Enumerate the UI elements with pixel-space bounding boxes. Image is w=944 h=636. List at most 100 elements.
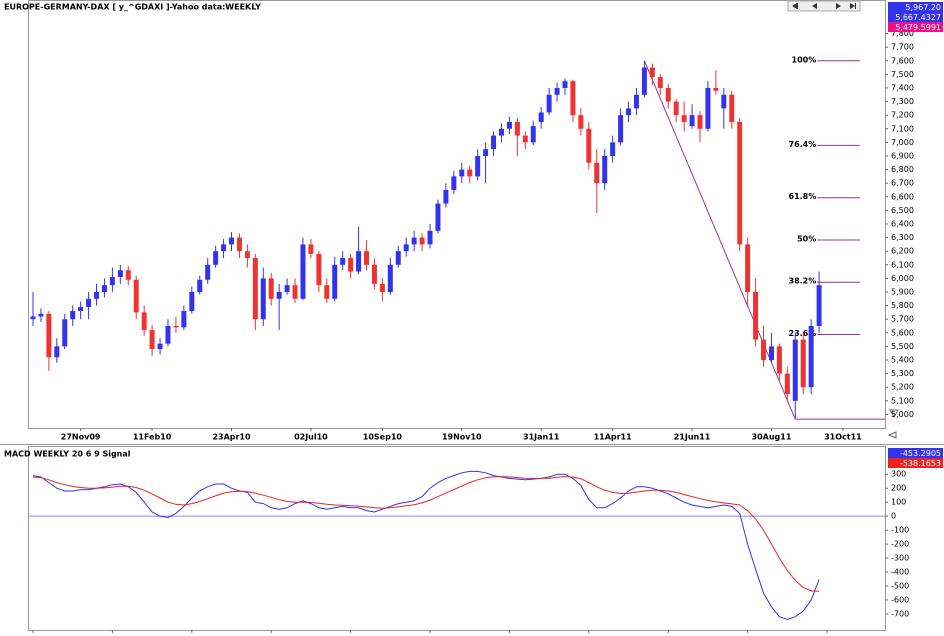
y-tick-label: 5,900 bbox=[891, 287, 914, 296]
candle-body bbox=[197, 279, 203, 292]
candle-body bbox=[332, 264, 338, 299]
candle-body bbox=[483, 149, 489, 156]
y-tick-label: 6,900 bbox=[891, 151, 914, 160]
candle-body bbox=[252, 257, 258, 320]
candle-body bbox=[348, 257, 354, 272]
candle-body bbox=[649, 67, 655, 78]
y-tick-label: 6,600 bbox=[891, 192, 914, 201]
fib-level-label: 61.8% bbox=[789, 192, 817, 201]
toolbar bbox=[787, 0, 861, 12]
candle-body bbox=[610, 142, 616, 156]
y-tick-label: 7,200 bbox=[891, 111, 914, 120]
readout-label: 5,967.20 bbox=[905, 3, 941, 12]
y-tick-label: -600 bbox=[891, 595, 909, 604]
readout-label: -538.1653 bbox=[900, 459, 941, 468]
x-tick-label: 31Oct11 bbox=[824, 433, 862, 442]
y-tick-label: 300 bbox=[891, 470, 906, 479]
macd-line bbox=[32, 470, 820, 621]
candle-body bbox=[379, 283, 385, 292]
first-button[interactable] bbox=[792, 3, 798, 9]
candle-body bbox=[363, 251, 369, 265]
candle-body bbox=[141, 312, 147, 331]
y-tick-label: 5,300 bbox=[891, 369, 914, 378]
candle-body bbox=[586, 128, 592, 163]
candle-body bbox=[101, 285, 107, 292]
prev-button[interactable] bbox=[812, 3, 817, 9]
fib-level-label: 100% bbox=[792, 55, 817, 64]
x-tick-label: 11Feb10 bbox=[133, 433, 172, 442]
y-tick-label: 6,200 bbox=[891, 247, 914, 256]
candle-body bbox=[189, 291, 195, 312]
candle-body bbox=[181, 311, 187, 328]
candle-body bbox=[618, 115, 624, 143]
candle-body bbox=[721, 94, 727, 109]
fib-level-label: 76.4% bbox=[789, 140, 817, 149]
candle-body bbox=[816, 285, 822, 326]
candle-body bbox=[784, 373, 790, 394]
candle-body bbox=[729, 94, 735, 122]
readout-box bbox=[888, 12, 943, 22]
candle-body bbox=[324, 285, 330, 299]
candle-body bbox=[737, 121, 743, 245]
candle-body bbox=[316, 253, 322, 286]
fib-level-label: 23.6% bbox=[789, 329, 817, 338]
candle-body bbox=[419, 237, 425, 245]
candle-body bbox=[268, 278, 274, 299]
x-tick-label: 31Jan11 bbox=[523, 433, 560, 442]
macd-line bbox=[32, 476, 820, 592]
candle-body bbox=[435, 203, 441, 231]
candle-body bbox=[514, 121, 520, 136]
candle-body bbox=[665, 87, 671, 102]
candle-body bbox=[681, 115, 687, 122]
y-tick-label: 6,300 bbox=[891, 233, 914, 242]
candle-body bbox=[792, 339, 798, 401]
candle-body bbox=[38, 313, 44, 317]
candle-body bbox=[578, 115, 584, 129]
candle-body bbox=[205, 264, 211, 280]
candle-body bbox=[229, 237, 235, 245]
macd-panel-frame bbox=[28, 446, 886, 631]
fib-level-label: 38.2% bbox=[789, 277, 817, 286]
candle-body bbox=[292, 285, 298, 299]
candle-body bbox=[427, 230, 433, 245]
candle-body bbox=[459, 169, 465, 177]
candle-body bbox=[371, 264, 377, 284]
x-tick-label: 19Nov10 bbox=[442, 433, 482, 442]
candle-body bbox=[602, 155, 608, 184]
candle-body bbox=[213, 251, 219, 265]
candle-body bbox=[443, 189, 449, 204]
next-button[interactable] bbox=[836, 3, 841, 9]
last-button[interactable] bbox=[850, 3, 856, 9]
candle-body bbox=[54, 346, 60, 358]
y-tick-label: -500 bbox=[891, 581, 909, 590]
candle-body bbox=[260, 278, 266, 320]
candle-body bbox=[498, 128, 504, 136]
candle-body bbox=[30, 316, 36, 320]
fib-level-label: 50% bbox=[797, 235, 816, 244]
y-tick-label: -300 bbox=[891, 554, 909, 563]
y-tick-label: 5,200 bbox=[891, 383, 914, 392]
candle-body bbox=[451, 176, 457, 190]
candle-body bbox=[411, 237, 417, 245]
candle-body bbox=[761, 339, 767, 360]
y-tick-label: 200 bbox=[891, 484, 906, 493]
candle-body bbox=[86, 298, 92, 307]
candle-body bbox=[633, 94, 639, 109]
candle-body bbox=[221, 244, 227, 252]
candle-body bbox=[244, 251, 250, 258]
candle-body bbox=[236, 237, 242, 252]
scroll-arrow[interactable] bbox=[887, 431, 897, 439]
x-tick-label: 11Apr11 bbox=[594, 433, 633, 442]
candle-body bbox=[554, 87, 560, 95]
candle-body bbox=[768, 346, 774, 360]
readout-box bbox=[888, 448, 943, 458]
candle-body bbox=[530, 126, 536, 143]
y-tick-label: 5,100 bbox=[891, 396, 914, 405]
candle-body bbox=[157, 343, 163, 350]
x-tick-label: 30Aug11 bbox=[752, 433, 792, 442]
y-tick-label: 7,700 bbox=[891, 43, 914, 52]
candle-body bbox=[800, 339, 806, 388]
candle-body bbox=[657, 77, 663, 88]
scroll-arrow[interactable] bbox=[889, 409, 899, 419]
y-tick-label: 7,600 bbox=[891, 56, 914, 65]
